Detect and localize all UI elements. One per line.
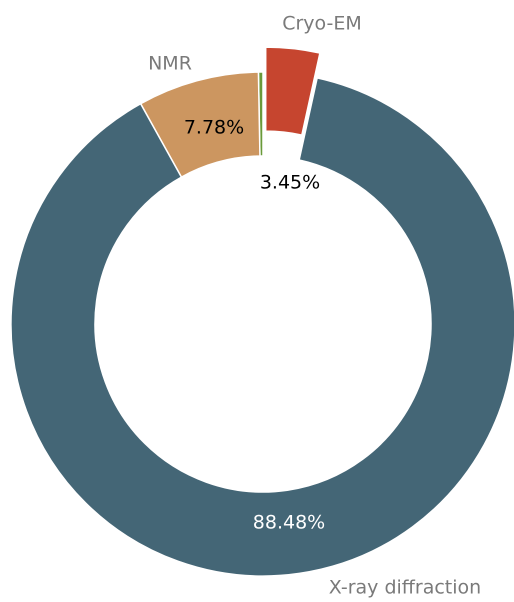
category-label: Cryo-EM <box>282 13 362 35</box>
value-label: 88.48% <box>253 512 325 534</box>
wedge <box>10 77 514 577</box>
wedge <box>264 46 321 136</box>
value-label: 3.45% <box>260 172 320 194</box>
value-label: 7.78% <box>184 117 244 139</box>
category-label: X-ray diffraction <box>329 577 481 599</box>
category-label: NMR <box>148 53 192 75</box>
